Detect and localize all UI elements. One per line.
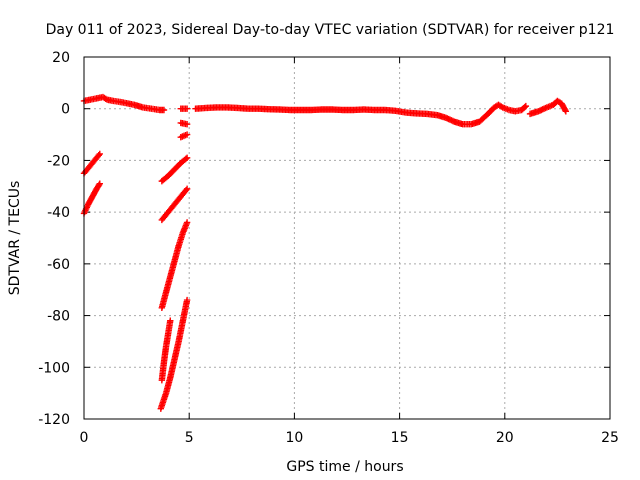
data-points	[80, 93, 570, 412]
data-point	[183, 105, 191, 112]
data-point	[183, 185, 191, 193]
x-tick-label: 20	[496, 430, 514, 446]
y-tick-label: -120	[38, 412, 70, 428]
y-tick-label: -20	[47, 153, 70, 169]
data-point	[182, 155, 190, 163]
data-point	[96, 150, 103, 158]
y-tick-label: -100	[38, 360, 70, 376]
y-axis-label: SDTVAR / TECUs	[7, 181, 23, 296]
data-point	[96, 180, 103, 187]
data-point	[160, 106, 168, 114]
plot-frame	[83, 56, 611, 420]
data-point	[183, 219, 191, 226]
x-axis-label: GPS time / hours	[286, 459, 403, 475]
data-point	[562, 108, 570, 115]
x-tick-label: 25	[601, 430, 619, 446]
axis-ticks: 0 5 10 15 20 25 -120 -100 -80 -60 -40 -20 0 20	[38, 50, 619, 446]
y-tick-label: 0	[61, 102, 70, 118]
x-tick-label: 10	[285, 430, 303, 446]
y-tick-label: -60	[47, 257, 70, 273]
data-point	[521, 103, 528, 111]
x-tick-label: 5	[185, 430, 194, 446]
data-point	[183, 131, 191, 138]
data-point	[522, 102, 530, 110]
data-point	[102, 95, 109, 103]
data-point	[561, 106, 569, 114]
data-point	[182, 186, 190, 194]
data-point	[183, 296, 191, 304]
data-point	[95, 181, 103, 189]
grid	[84, 57, 610, 419]
y-tick-label: -40	[47, 205, 70, 221]
y-tick-label: 20	[52, 50, 70, 66]
data-point	[95, 152, 102, 159]
y-tick-label: -80	[47, 309, 70, 325]
data-point	[167, 317, 174, 324]
data-point	[183, 121, 191, 128]
x-tick-label: 0	[80, 430, 89, 446]
data-point	[183, 154, 191, 162]
x-tick-label: 15	[391, 430, 409, 446]
chart-title: Day 011 of 2023, Sidereal Day-to-day VTE…	[46, 22, 615, 38]
